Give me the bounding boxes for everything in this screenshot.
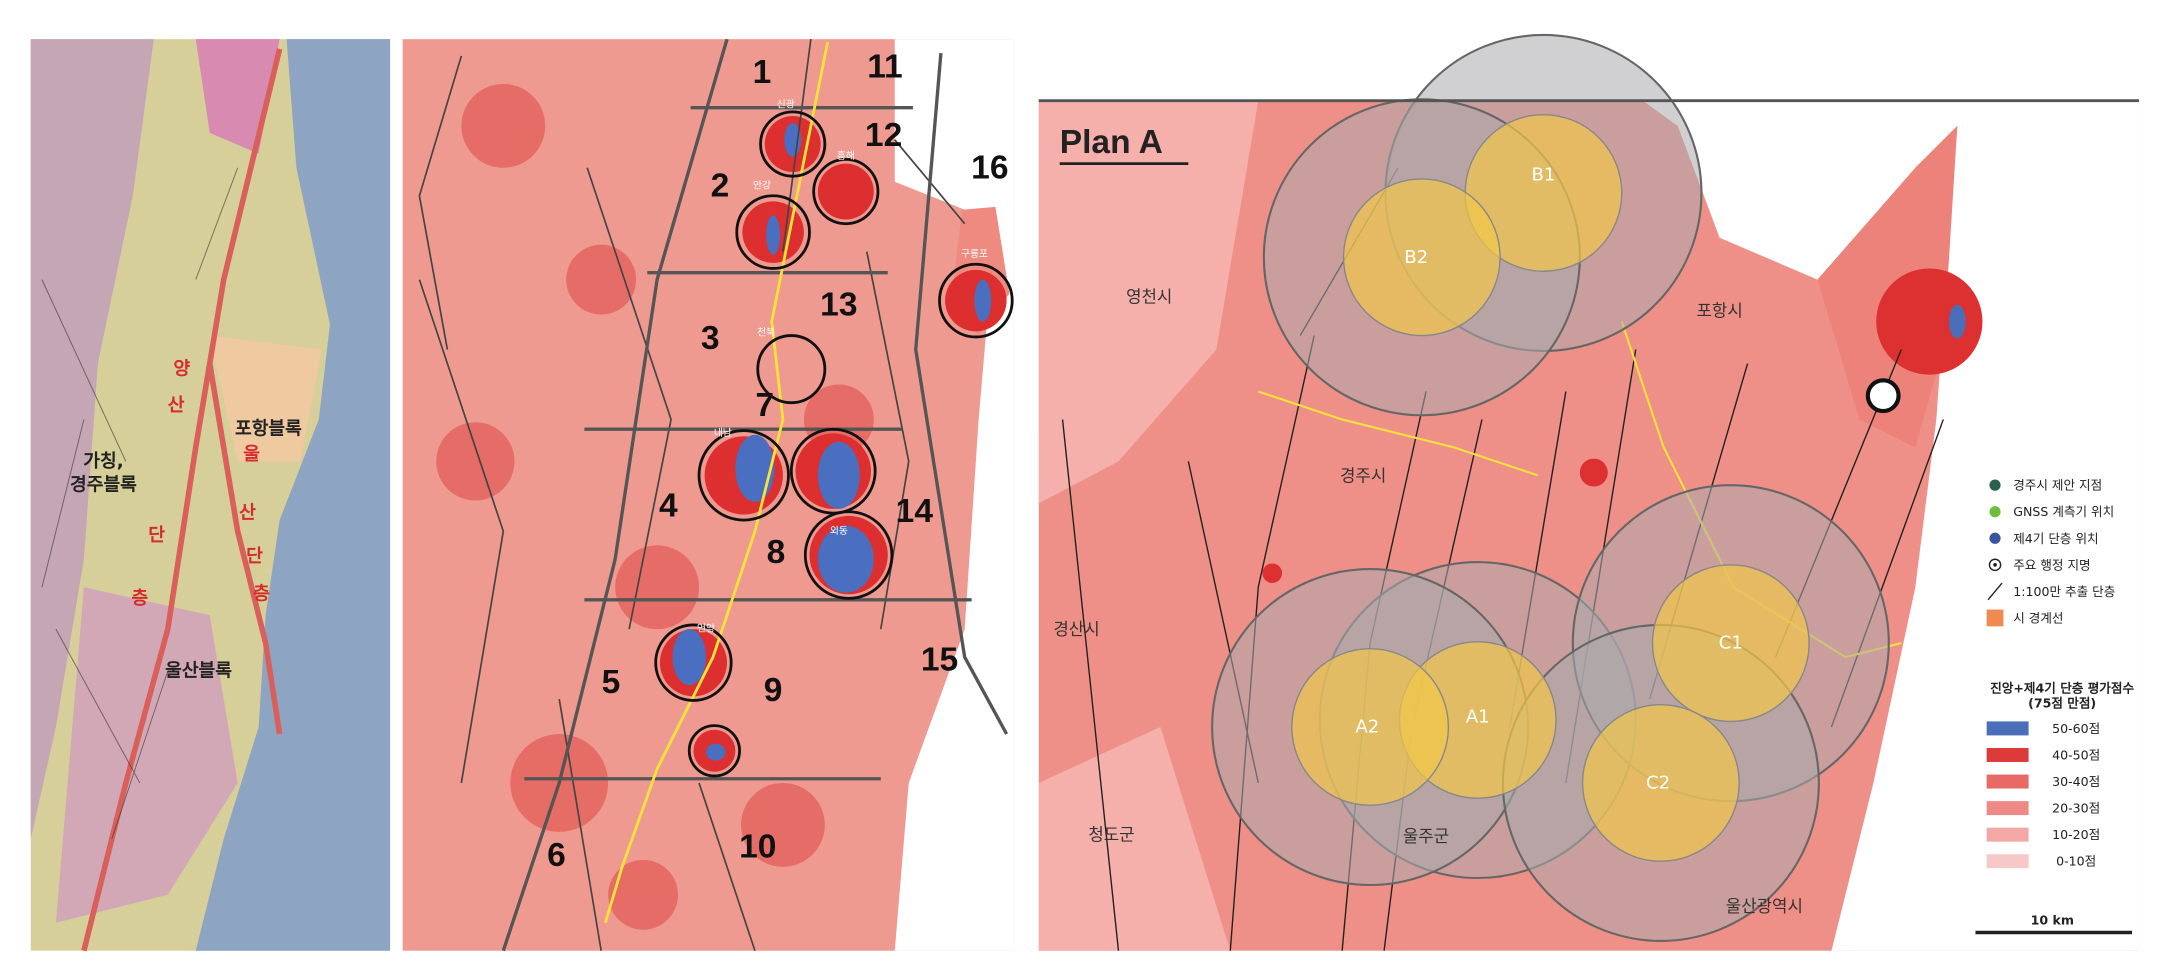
legend-label: 40-50점	[2052, 747, 2100, 762]
fault-label: 울	[243, 444, 260, 465]
legend-label: 50-60점	[2052, 721, 2100, 736]
legend-swatch	[1986, 747, 2029, 762]
city-label: 청도군	[1088, 825, 1134, 845]
legend-symbol	[1986, 609, 2004, 627]
zone-number: 16	[971, 149, 1008, 186]
legend-label: 경주시 제안 지점	[2013, 478, 2102, 493]
zone-number: 11	[867, 49, 902, 86]
legend-symbol	[1993, 563, 1997, 567]
circle-label: B1	[1531, 164, 1555, 185]
legend-label: GNSS 계측기 위치	[2013, 504, 2114, 519]
legend-swatch	[1986, 801, 2029, 816]
circle-label: A1	[1466, 707, 1490, 728]
circle-label: B2	[1404, 247, 1428, 268]
plan-title: Plan A	[1060, 124, 1163, 161]
legend-label: 20-30점	[2052, 801, 2100, 816]
place-label: 언양	[697, 623, 715, 635]
legend-symbol	[1989, 479, 2001, 491]
legend-label: 30-40점	[2052, 774, 2100, 789]
legend-swatch	[1986, 721, 2029, 736]
place-label: 외동	[830, 525, 848, 537]
city-label: 영천시	[1126, 286, 1172, 306]
city-label: 경산시	[1053, 619, 1099, 639]
block-label: 포항블록	[235, 419, 302, 440]
panel-tectonic: 가칭, 경주블록 포항블록 울산블록 양 산 단 층 울 산 단 층	[30, 39, 391, 952]
fault-label: 산	[239, 503, 256, 524]
legend-symbol	[1987, 582, 2003, 601]
block-label: 가칭,	[83, 451, 123, 472]
panel-zones: 1 2 3 4 5 6 7 8 9 10 11 12 13 14 15 16 신…	[402, 38, 1014, 952]
legend-label: 제4기 단층 위치	[2013, 531, 2098, 546]
legend-label: 0-10점	[2056, 854, 2096, 869]
legend-symbol	[1989, 532, 2001, 544]
zone-number: 6	[547, 837, 566, 874]
block-label: 울산블록	[165, 661, 232, 682]
legend-title: (75점 만점)	[2028, 696, 2096, 711]
scale-bar-label: 10 km	[2031, 912, 2074, 927]
zone-number: 12	[865, 117, 902, 154]
zone-number: 7	[755, 387, 774, 424]
zone-number: 3	[701, 320, 720, 357]
circle-label: C2	[1646, 772, 1670, 793]
city-label: 경주시	[1340, 465, 1386, 485]
fault-label: 층	[131, 588, 148, 609]
zone-number: 2	[711, 167, 730, 204]
zone-number: 15	[921, 641, 958, 678]
zone-number: 14	[896, 493, 934, 530]
legend-label: 1:100만 추출 단층	[2013, 584, 2115, 599]
fault-label: 단	[148, 525, 165, 546]
fault-label: 층	[253, 584, 270, 605]
zone-number: 8	[767, 534, 786, 571]
city-label: 울주군	[1403, 826, 1449, 846]
place-label: 천북	[757, 326, 775, 338]
legend-swatch	[1986, 827, 2029, 842]
place-label: 안강	[753, 179, 771, 191]
legend-swatch	[1986, 854, 2029, 869]
zone-number: 4	[659, 488, 678, 525]
zone-number: 13	[820, 286, 857, 323]
legend-swatch	[1986, 774, 2029, 789]
place-label: 내남	[714, 427, 732, 439]
fault-label: 산	[168, 395, 185, 416]
legend-symbol	[1989, 506, 2001, 518]
zone-number: 1	[753, 54, 772, 91]
fault-label: 단	[246, 546, 263, 567]
block-label: 경주블록	[70, 475, 137, 496]
place-label: 구룡포	[961, 248, 988, 260]
panel-plan-a: Plan A B1 B2 A1 A2 C1 C2 영천시 포항시 경주시 경산시…	[1038, 33, 2140, 951]
fault-label: 양	[173, 359, 190, 380]
legend-label: 10-20점	[2052, 827, 2100, 842]
zone-number: 9	[764, 672, 783, 709]
place-label: 흥해	[837, 149, 855, 162]
city-label: 포항시	[1696, 300, 1742, 320]
zone-number: 10	[739, 829, 776, 866]
legend-label: 시 경계선	[2013, 610, 2063, 625]
place-label: 신광	[777, 98, 795, 110]
city-label: 울산광역시	[1726, 896, 1803, 916]
circle-label: C1	[1719, 633, 1743, 654]
circle-label: A2	[1355, 717, 1379, 738]
legend-title: 진앙+제4기 단층 평가점수	[1990, 680, 2134, 695]
legend-label: 주요 행정 지명	[2013, 557, 2090, 572]
zone-number: 5	[602, 664, 621, 701]
